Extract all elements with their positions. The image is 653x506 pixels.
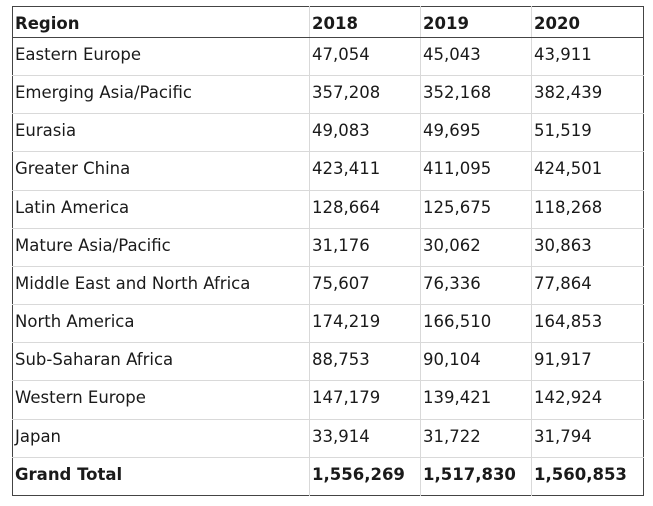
table-row: Eastern Europe 47,054 45,043 43,911 <box>12 37 644 77</box>
value-cell-2019: 31,722 <box>420 419 532 458</box>
value-cell-2020: 142,924 <box>531 380 644 420</box>
value-cell-2018: 49,083 <box>309 113 421 153</box>
value-cell-2020: 118,268 <box>531 190 644 229</box>
table-row: Western Europe 147,179 139,421 142,924 <box>12 380 644 420</box>
value-cell-2020: 43,911 <box>531 37 644 77</box>
region-data-table: Region 2018 2019 2020 Eastern Europe 47,… <box>12 6 644 496</box>
table-row: Greater China 423,411 411,095 424,501 <box>12 151 644 191</box>
value-cell-2020: 77,864 <box>531 266 644 306</box>
region-cell: Mature Asia/Pacific <box>12 228 310 267</box>
grand-total-2019: 1,517,830 <box>420 456 532 496</box>
value-cell-2018: 423,411 <box>309 151 421 191</box>
value-cell-2019: 30,062 <box>420 228 532 267</box>
table-row: Emerging Asia/Pacific 357,208 352,168 38… <box>12 75 644 115</box>
grand-total-label: Grand Total <box>12 456 310 496</box>
value-cell-2019: 49,695 <box>420 113 532 153</box>
table-row: Eurasia 49,083 49,695 51,519 <box>12 113 644 153</box>
value-cell-2018: 33,914 <box>309 419 421 458</box>
value-cell-2018: 174,219 <box>309 304 421 344</box>
grand-total-row: Grand Total 1,556,269 1,517,830 1,560,85… <box>12 456 644 496</box>
region-cell: Emerging Asia/Pacific <box>12 75 310 115</box>
value-cell-2019: 411,095 <box>420 151 532 191</box>
region-cell: Western Europe <box>12 380 310 420</box>
value-cell-2020: 30,863 <box>531 228 644 267</box>
table-row: North America 174,219 166,510 164,853 <box>12 304 644 344</box>
region-cell: Eurasia <box>12 113 310 153</box>
table-row: Sub-Saharan Africa 88,753 90,104 91,917 <box>12 342 644 382</box>
grand-total-2018: 1,556,269 <box>309 456 421 496</box>
region-cell: North America <box>12 304 310 344</box>
grand-total-2020: 1,560,853 <box>531 456 644 496</box>
column-header-2018: 2018 <box>309 6 421 38</box>
region-cell: Greater China <box>12 151 310 191</box>
table-header-row: Region 2018 2019 2020 <box>12 6 644 38</box>
value-cell-2020: 91,917 <box>531 342 644 382</box>
value-cell-2020: 424,501 <box>531 151 644 191</box>
value-cell-2020: 164,853 <box>531 304 644 344</box>
value-cell-2018: 88,753 <box>309 342 421 382</box>
value-cell-2018: 31,176 <box>309 228 421 267</box>
value-cell-2018: 47,054 <box>309 37 421 77</box>
value-cell-2019: 45,043 <box>420 37 532 77</box>
value-cell-2019: 139,421 <box>420 380 532 420</box>
table-row: Japan 33,914 31,722 31,794 <box>12 419 644 458</box>
value-cell-2020: 382,439 <box>531 75 644 115</box>
value-cell-2018: 128,664 <box>309 190 421 229</box>
value-cell-2018: 75,607 <box>309 266 421 306</box>
table-row: Mature Asia/Pacific 31,176 30,062 30,863 <box>12 228 644 267</box>
table-row: Middle East and North Africa 75,607 76,3… <box>12 266 644 306</box>
region-cell: Eastern Europe <box>12 37 310 77</box>
value-cell-2019: 76,336 <box>420 266 532 306</box>
value-cell-2019: 125,675 <box>420 190 532 229</box>
value-cell-2020: 51,519 <box>531 113 644 153</box>
column-header-region: Region <box>12 6 310 38</box>
region-cell: Sub-Saharan Africa <box>12 342 310 382</box>
region-cell: Japan <box>12 419 310 458</box>
region-cell: Latin America <box>12 190 310 229</box>
value-cell-2018: 147,179 <box>309 380 421 420</box>
value-cell-2020: 31,794 <box>531 419 644 458</box>
value-cell-2018: 357,208 <box>309 75 421 115</box>
column-header-2020: 2020 <box>531 6 644 38</box>
column-header-2019: 2019 <box>420 6 532 38</box>
region-cell: Middle East and North Africa <box>12 266 310 306</box>
value-cell-2019: 90,104 <box>420 342 532 382</box>
table-row: Latin America 128,664 125,675 118,268 <box>12 190 644 229</box>
value-cell-2019: 166,510 <box>420 304 532 344</box>
value-cell-2019: 352,168 <box>420 75 532 115</box>
